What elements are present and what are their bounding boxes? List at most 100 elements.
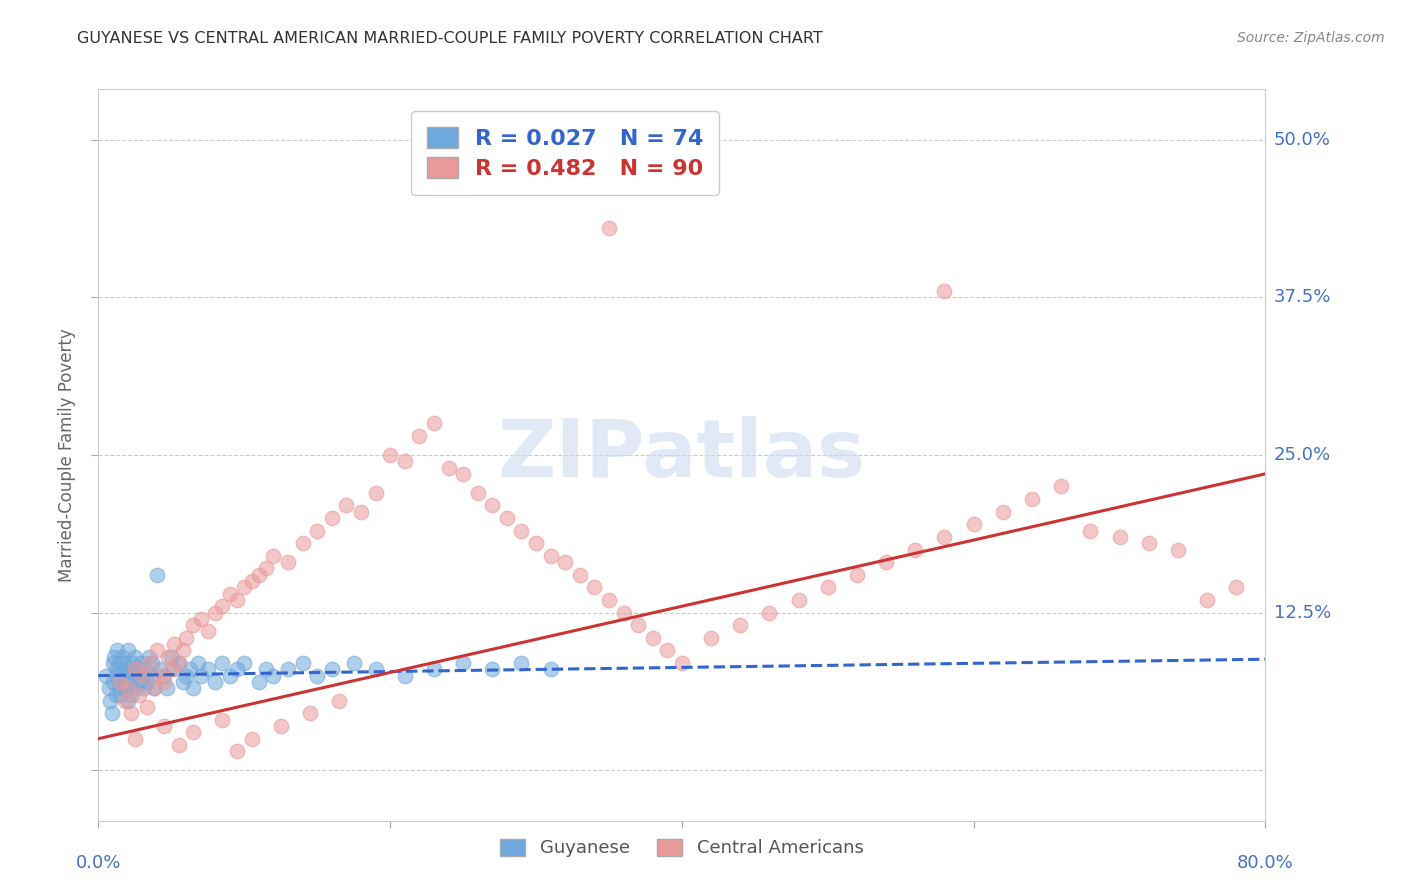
Point [394, 668, 416, 682]
Point [103, 649, 125, 664]
Point [139, 668, 162, 682]
Text: 37.5%: 37.5% [1274, 288, 1331, 306]
Point [423, 662, 446, 676]
Point [115, 668, 138, 682]
Point [343, 656, 366, 670]
Point [583, 580, 606, 594]
Point [110, 662, 132, 676]
Point [131, 668, 153, 682]
Point [112, 674, 135, 689]
Point [991, 505, 1014, 519]
Point [211, 713, 233, 727]
Point [394, 454, 416, 468]
Point [1225, 580, 1247, 594]
Point [277, 555, 299, 569]
Point [904, 542, 927, 557]
Point [117, 681, 139, 696]
Point [233, 580, 256, 594]
Y-axis label: Married-Couple Family Poverty: Married-Couple Family Poverty [58, 328, 76, 582]
Point [657, 643, 679, 657]
Point [172, 643, 194, 657]
Point [321, 511, 343, 525]
Point [197, 662, 219, 676]
Point [100, 706, 122, 721]
Point [141, 656, 163, 670]
Point [187, 656, 209, 670]
Point [190, 612, 212, 626]
Point [181, 725, 204, 739]
Point [364, 662, 387, 676]
Point [114, 681, 136, 696]
Point [277, 662, 299, 676]
Point [135, 674, 157, 689]
Point [524, 536, 547, 550]
Point [423, 417, 446, 431]
Point [197, 624, 219, 639]
Point [641, 631, 664, 645]
Point [160, 649, 183, 664]
Point [700, 631, 723, 645]
Point [101, 656, 124, 670]
Point [204, 674, 226, 689]
Point [104, 688, 127, 702]
Point [364, 485, 387, 500]
Point [101, 674, 124, 689]
Point [110, 688, 132, 702]
Point [121, 656, 143, 670]
Point [104, 662, 127, 676]
Point [149, 662, 172, 676]
Point [540, 662, 562, 676]
Point [124, 662, 146, 676]
Point [118, 662, 141, 676]
Point [240, 731, 263, 746]
Point [291, 656, 314, 670]
Point [254, 662, 277, 676]
Point [758, 606, 780, 620]
Point [218, 668, 240, 682]
Point [160, 662, 183, 676]
Text: 0.0%: 0.0% [76, 854, 121, 872]
Point [153, 668, 176, 682]
Point [846, 567, 869, 582]
Point [671, 656, 693, 670]
Point [132, 681, 155, 696]
Point [131, 668, 153, 682]
Point [233, 656, 256, 670]
Point [146, 567, 169, 582]
Point [105, 668, 128, 682]
Point [226, 662, 249, 676]
Point [1167, 542, 1189, 557]
Point [120, 674, 142, 689]
Point [262, 668, 284, 682]
Point [124, 649, 146, 664]
Point [1021, 491, 1043, 506]
Point [291, 536, 314, 550]
Point [190, 668, 212, 682]
Text: Source: ZipAtlas.com: Source: ZipAtlas.com [1237, 31, 1385, 45]
Point [135, 700, 157, 714]
Point [94, 668, 117, 682]
Point [451, 467, 474, 481]
Point [134, 662, 156, 676]
Point [481, 499, 503, 513]
Text: 25.0%: 25.0% [1274, 446, 1331, 464]
Point [568, 567, 591, 582]
Point [875, 555, 897, 569]
Point [218, 587, 240, 601]
Point [934, 530, 956, 544]
Point [328, 694, 350, 708]
Text: ZIPatlas: ZIPatlas [498, 416, 866, 494]
Point [129, 656, 152, 670]
Point [146, 643, 169, 657]
Point [127, 662, 149, 676]
Point [247, 567, 270, 582]
Point [437, 460, 460, 475]
Point [108, 681, 131, 696]
Point [120, 688, 142, 702]
Point [307, 524, 329, 538]
Point [408, 429, 430, 443]
Point [114, 656, 136, 670]
Point [117, 694, 139, 708]
Point [226, 593, 249, 607]
Point [111, 649, 134, 664]
